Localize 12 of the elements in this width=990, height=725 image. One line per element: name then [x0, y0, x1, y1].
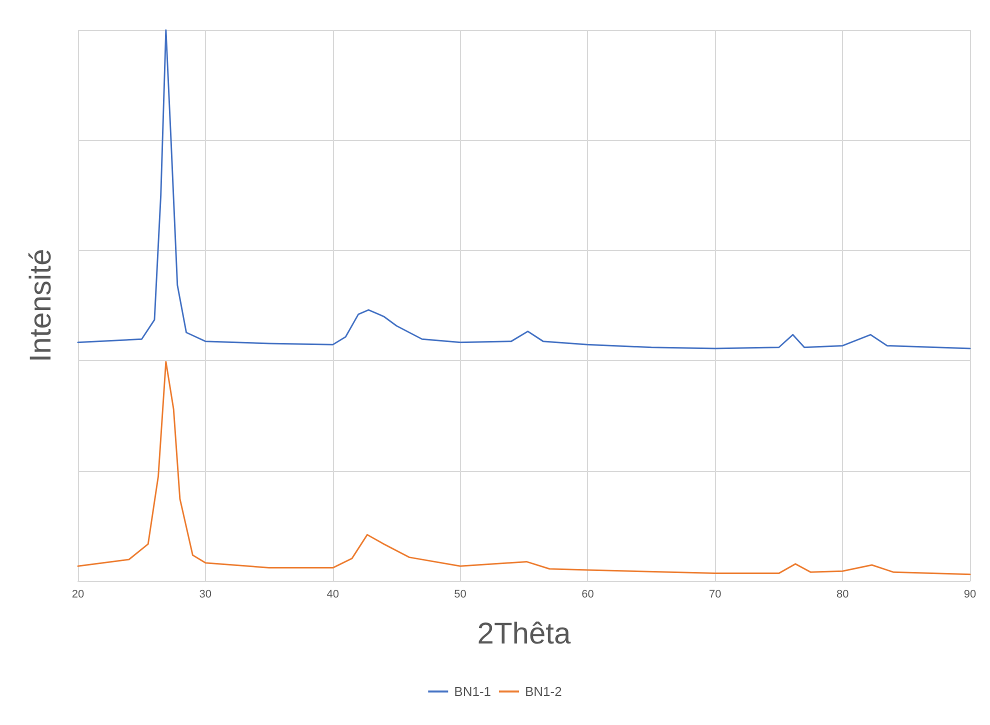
x-tick-label: 70: [709, 588, 722, 600]
legend-label: BN1-2: [525, 684, 562, 699]
x-tick-label: 60: [582, 588, 594, 600]
x-tick-label: 90: [964, 588, 976, 600]
x-axis-title: 2Thêta: [477, 618, 572, 650]
x-tick-label: 80: [836, 588, 849, 600]
x-tick-label: 30: [199, 588, 212, 600]
x-tick-label: 20: [72, 588, 84, 600]
x-tick-label: 40: [326, 588, 339, 600]
y-axis-title: Intensité: [24, 248, 58, 362]
x-tick-label: 50: [454, 588, 466, 600]
legend-label: BN1-1: [454, 684, 492, 699]
